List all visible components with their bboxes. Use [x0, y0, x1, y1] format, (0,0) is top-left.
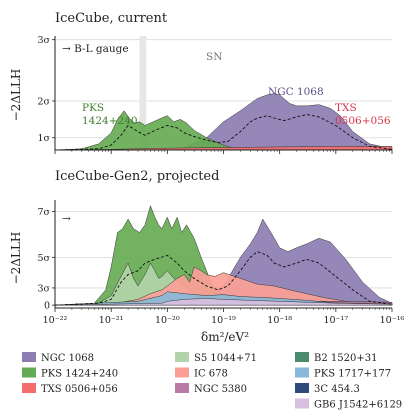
- y-tick-label: 1σ: [37, 133, 50, 144]
- top-panel-ticks: 1σ 2σ 3σ: [37, 35, 393, 154]
- y-tick-label: 3σ: [37, 283, 50, 294]
- y-tick-label: 5σ: [37, 253, 50, 264]
- x-tick-label: 10⁻¹⁷: [323, 315, 348, 326]
- ngc1068-annotation: NGC 1068: [268, 86, 324, 98]
- txs-annotation-line1: TXS: [335, 102, 357, 114]
- top-panel-series: [54, 93, 393, 151]
- y-tick-label: 0: [44, 301, 50, 312]
- x-tick-label: 10⁻¹⁸: [267, 315, 292, 326]
- top-sn-band: [139, 36, 147, 150]
- legend-swatch: [175, 352, 189, 362]
- legend-swatch: [175, 367, 189, 378]
- series-area: [54, 266, 393, 306]
- legend-label: IC 678: [194, 369, 228, 380]
- x-tick-label: 10⁻¹⁹: [211, 315, 236, 326]
- legend-swatch: [22, 367, 36, 378]
- legend-label: S5 1044+71: [194, 353, 257, 364]
- bottom-panel-series: [54, 204, 393, 306]
- y-tick-label: 7σ: [37, 207, 50, 218]
- series-area: [54, 146, 393, 151]
- bottom-panel-title: IceCube-Gen2, projected: [55, 169, 219, 184]
- series-area: [55, 93, 393, 151]
- legend-label: 3C 454.3: [314, 384, 360, 395]
- top-y-axis-label: −2ΔLLH: [9, 69, 23, 122]
- bl-gauge-annotation: → B-L gauge: [62, 43, 129, 55]
- bottom-y-axis-label: −2ΔLLH: [9, 232, 23, 285]
- series-area: [54, 298, 393, 306]
- sn-annotation: SN: [206, 51, 222, 63]
- legend-swatch: [295, 383, 309, 393]
- pks-annotation-line1: PKS: [82, 102, 104, 114]
- combined-dashed-curve: [54, 113, 393, 151]
- y-tick-label: 2σ: [37, 96, 50, 107]
- legend-label: NGC 5380: [194, 384, 247, 395]
- bottom-panel-ticks: 0 3σ 5σ 7σ 10⁻²² 10⁻²¹ 10⁻²⁰ 10⁻¹⁹ 10⁻¹⁸ 10⁻¹⁷ 10⁻…: [37, 207, 404, 326]
- top-panel-title: IceCube, current: [55, 11, 168, 26]
- y-tick-label: 3σ: [37, 35, 50, 46]
- legend-swatch: [295, 352, 309, 362]
- x-tick-label: 10⁻¹⁶: [380, 315, 405, 326]
- combined-dashed-curve: [54, 251, 393, 306]
- gen2-gauge-annotation: →: [62, 213, 71, 225]
- legend: NGC 1068 PKS 1424+240 TXS 0506+056 S5 1044+…: [22, 352, 402, 411]
- x-axis-label: δm²/eV²: [201, 330, 249, 344]
- legend-label: NGC 1068: [41, 353, 94, 364]
- x-tick-label: 10⁻²¹: [99, 315, 124, 326]
- legend-swatch: [295, 367, 309, 378]
- txs-annotation-line2: 0506+056: [335, 115, 391, 127]
- series-area: [54, 110, 241, 151]
- x-tick-label: 10⁻²²: [43, 315, 68, 326]
- pks-annotation-line2: 1424+240: [82, 115, 138, 127]
- legend-swatch: [22, 352, 36, 362]
- x-tick-label: 10⁻²⁰: [155, 315, 180, 326]
- legend-label: PKS 1717+177: [314, 369, 391, 380]
- legend-swatch: [175, 383, 189, 393]
- legend-label: B2 1520+31: [314, 353, 377, 364]
- legend-label: TXS 0506+056: [41, 384, 118, 395]
- legend-swatch: [22, 383, 36, 393]
- legend-swatch: [295, 398, 309, 409]
- legend-label: GB6 J1542+6129: [314, 400, 402, 411]
- legend-label: PKS 1424+240: [41, 369, 118, 380]
